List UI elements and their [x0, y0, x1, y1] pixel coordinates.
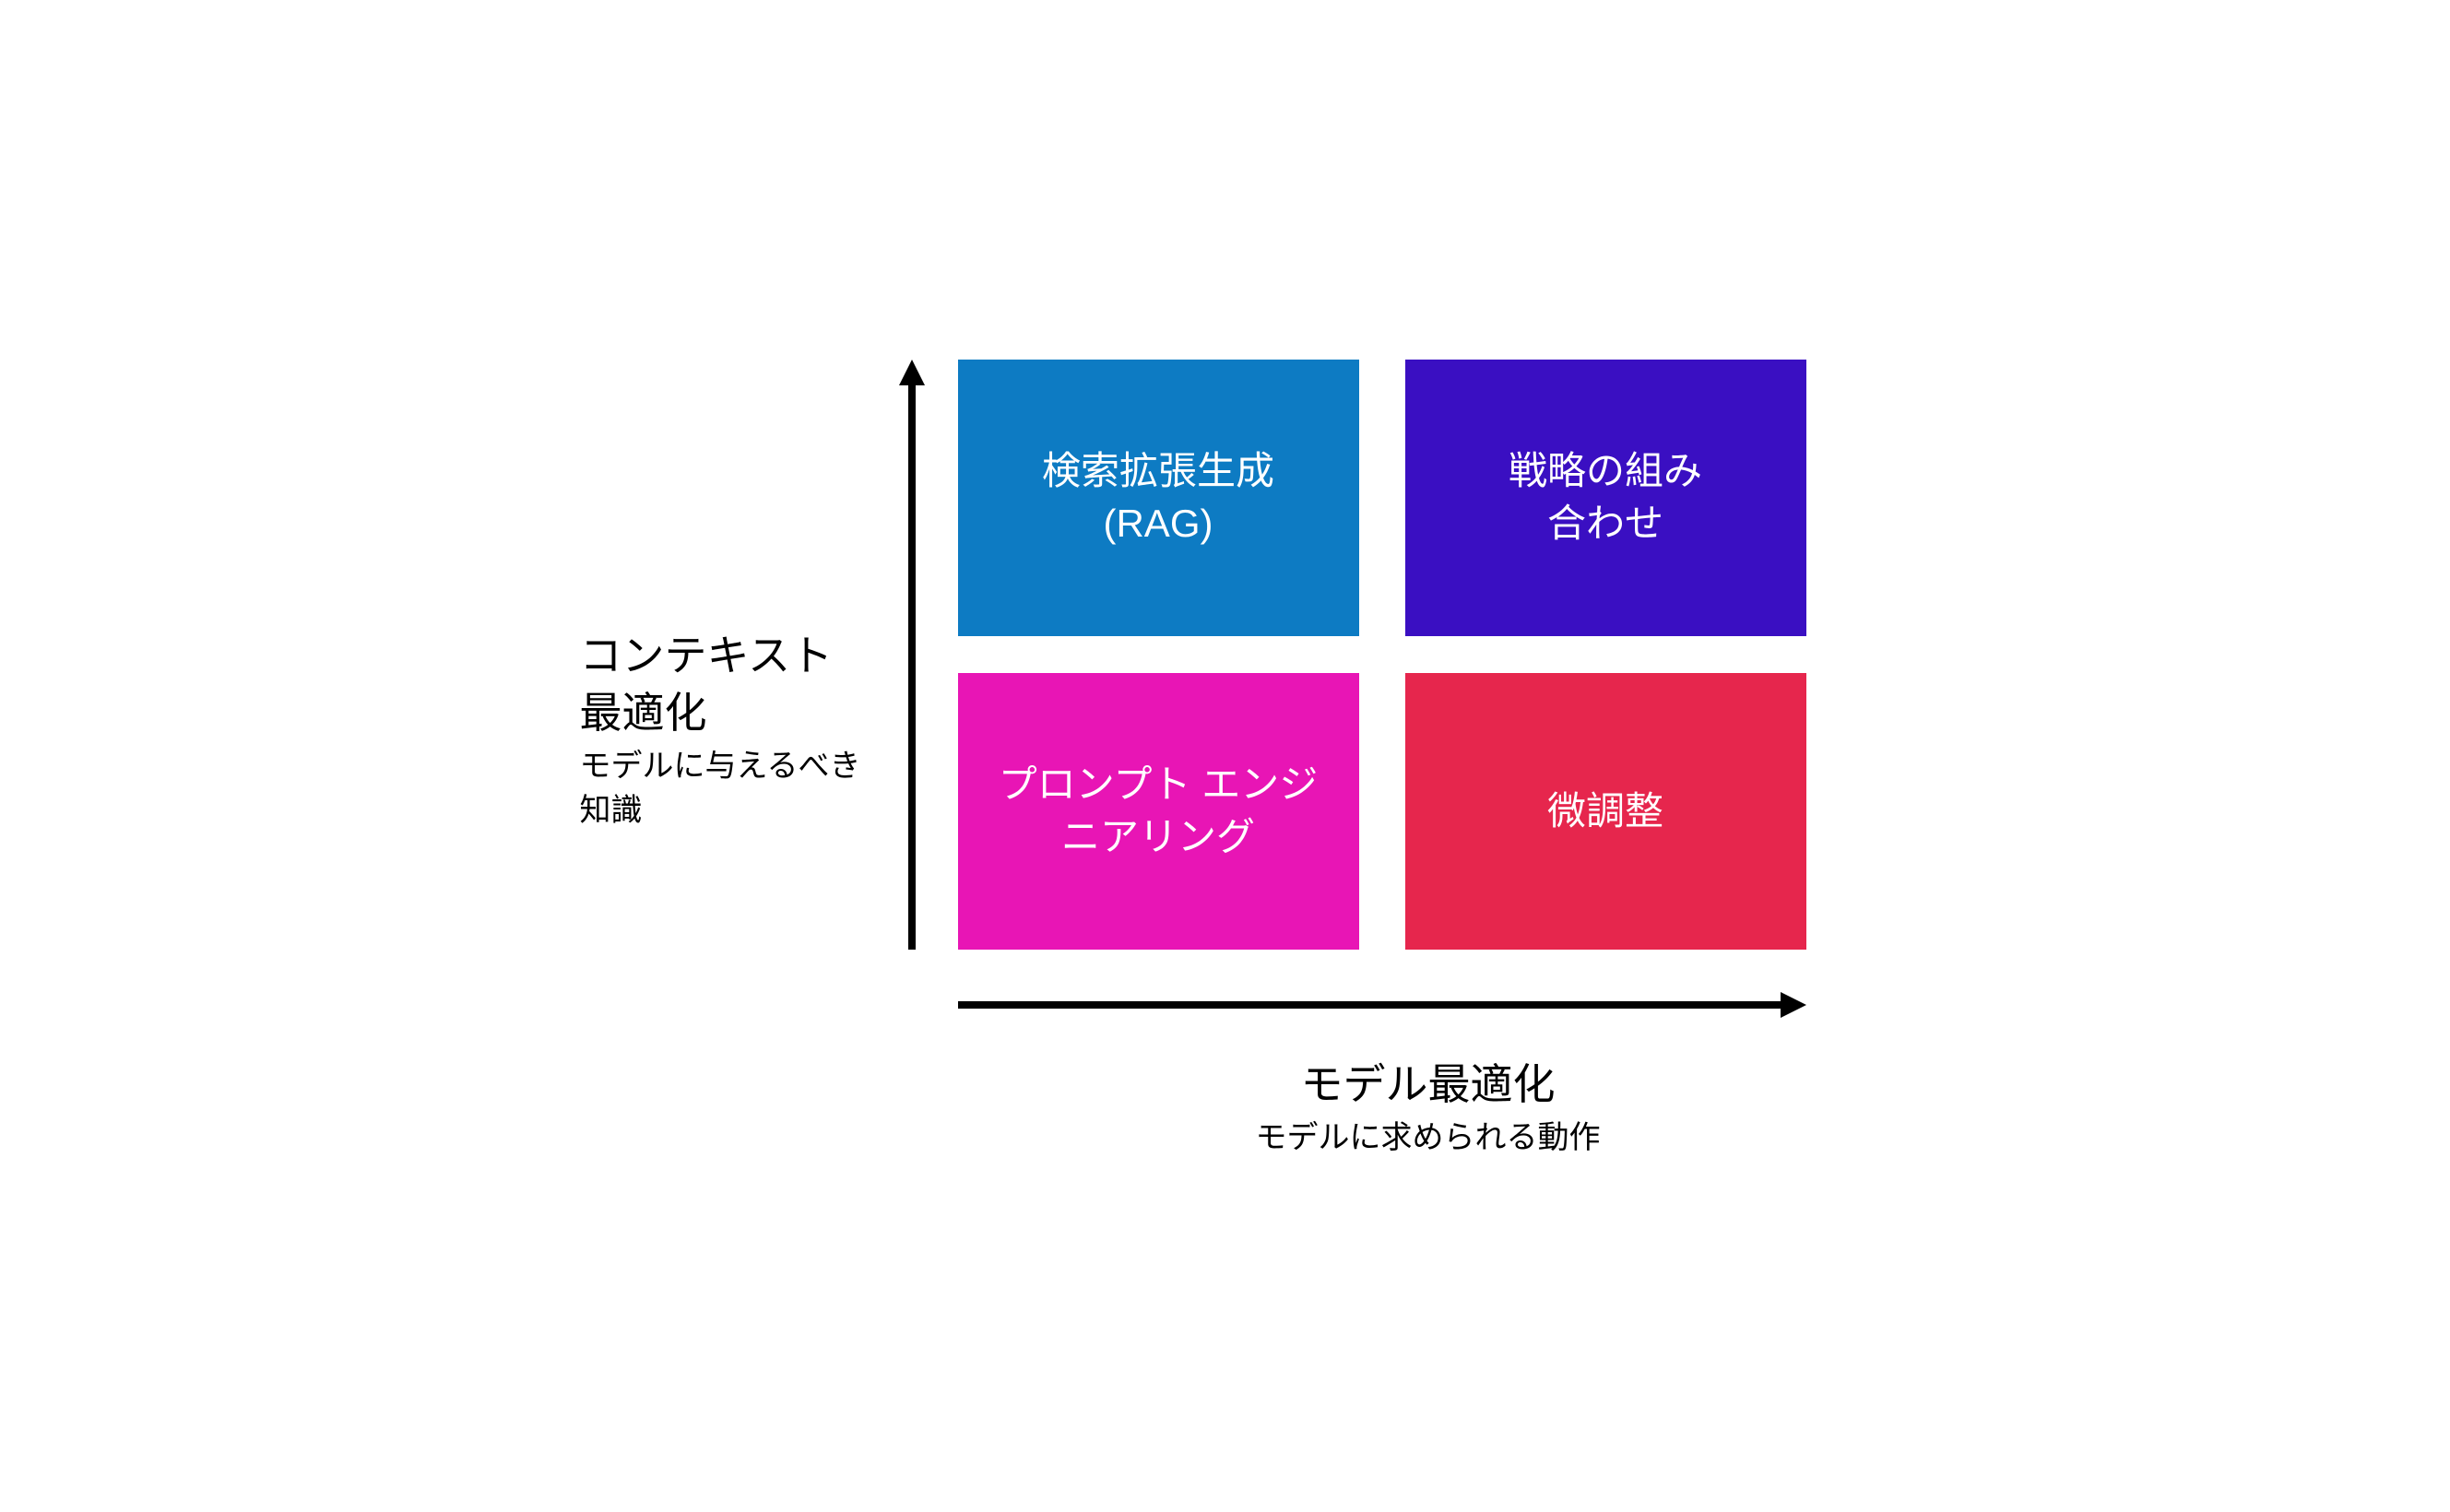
y-axis-title: コンテキスト最適化: [580, 627, 875, 741]
quadrant-top-right: 戦略の組み 合わせ: [1405, 360, 1806, 636]
quadrant-top-right-text: 戦略の組み 合わせ: [1509, 445, 1702, 549]
quadrant-diagram: コンテキスト最適化 モデルに与えるべき知識 検索拡張生成 (RAG) 戦略の組み…: [552, 341, 1899, 1171]
quadrant-grid: 検索拡張生成 (RAG) 戦略の組み 合わせ プロンプト エンジ ニアリング 微…: [958, 360, 1806, 950]
quadrant-top-left-line1: 検索拡張生成: [1042, 449, 1274, 492]
quadrant-bottom-right-line1: 微調整: [1547, 789, 1663, 833]
y-axis-subtitle: モデルに与えるべき知識: [580, 745, 875, 833]
quadrant-top-right-line2: 合わせ: [1547, 502, 1663, 545]
quadrant-top-left-text: 検索拡張生成 (RAG): [1042, 445, 1274, 549]
quadrant-bottom-left: プロンプト エンジ ニアリング: [958, 673, 1359, 950]
quadrant-top-left-line2: (RAG): [1103, 502, 1213, 545]
x-axis-title: モデル最適化: [1106, 1056, 1751, 1113]
x-axis-arrow-icon: [958, 986, 1806, 1023]
quadrant-bottom-left-line2: ニアリング: [1061, 815, 1255, 858]
x-axis-subtitle: モデルに求められる動作: [1106, 1116, 1751, 1161]
quadrant-bottom-right: 微調整: [1405, 673, 1806, 950]
x-axis-label-group: モデル最適化 モデルに求められる動作: [1106, 1056, 1751, 1161]
quadrant-top-left: 検索拡張生成 (RAG): [958, 360, 1359, 636]
y-axis-label-group: コンテキスト最適化 モデルに与えるべき知識: [580, 627, 875, 833]
quadrant-bottom-left-text: プロンプト エンジ ニアリング: [999, 759, 1318, 863]
quadrant-bottom-right-text: 微調整: [1547, 786, 1663, 838]
y-axis-arrow-icon: [894, 360, 930, 950]
quadrant-top-right-line1: 戦略の組み: [1509, 449, 1702, 492]
quadrant-bottom-left-line1: プロンプト エンジ: [999, 762, 1318, 806]
